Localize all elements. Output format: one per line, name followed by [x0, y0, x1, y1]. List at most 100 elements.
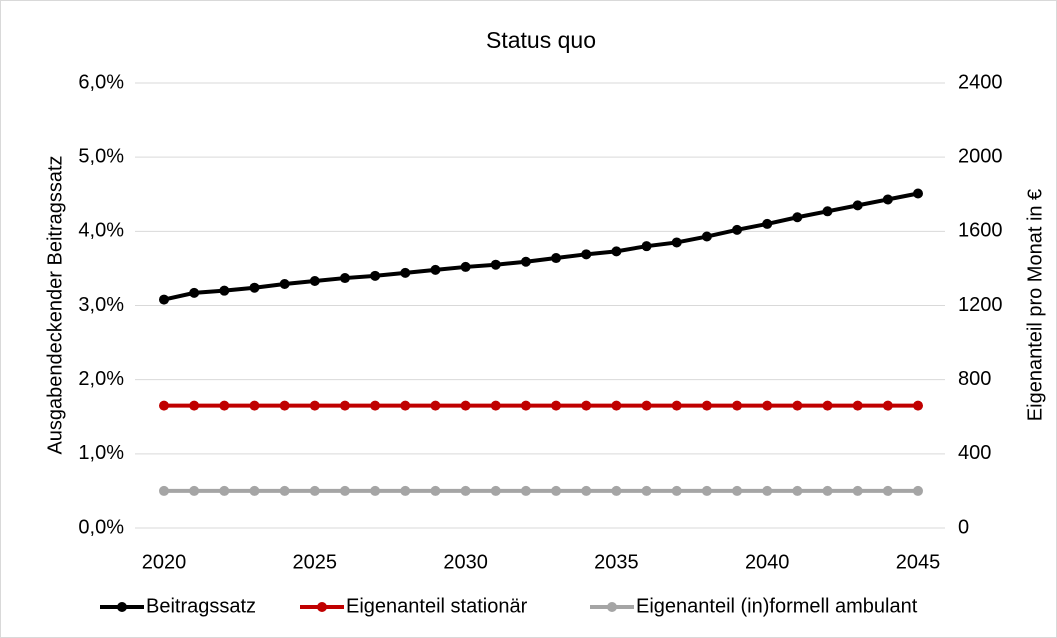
series-marker [852, 485, 863, 496]
legend-label: Beitragssatz [146, 595, 256, 617]
y-tick-label: 0,0% [78, 516, 124, 538]
y2-axis-label: Eigenanteil pro Monat in € [1024, 189, 1046, 421]
series-marker [551, 253, 562, 264]
series-marker [611, 485, 622, 496]
series-marker [490, 485, 501, 496]
series-marker [370, 400, 381, 411]
series-marker [671, 485, 682, 496]
series-marker [400, 400, 411, 411]
series-marker [339, 400, 350, 411]
legend-label: Eigenanteil stationär [346, 595, 528, 617]
series-marker [490, 400, 501, 411]
series-marker [762, 218, 773, 229]
y-tick-label: 2,0% [78, 368, 124, 390]
y-tick-label: 1,0% [78, 442, 124, 464]
series-marker [611, 246, 622, 257]
series-marker [189, 287, 200, 298]
series-marker [219, 485, 230, 496]
series-marker [551, 400, 562, 411]
x-tick-label: 2045 [896, 551, 941, 573]
series-marker [822, 400, 833, 411]
y2-tick-label: 1200 [958, 294, 1003, 316]
series-marker [460, 261, 471, 272]
series-marker [792, 485, 803, 496]
series-marker [460, 400, 471, 411]
series-marker [671, 237, 682, 248]
series-marker [159, 485, 169, 496]
series-marker [701, 231, 712, 242]
series-marker [400, 267, 411, 278]
series-marker [309, 400, 320, 411]
series-marker [279, 485, 290, 496]
x-tick-label: 2030 [443, 551, 488, 573]
series-marker [732, 224, 743, 235]
series-marker [279, 400, 290, 411]
y2-tick-label: 2400 [958, 71, 1003, 93]
series-marker [792, 212, 803, 223]
series-marker [581, 485, 592, 496]
series-marker [913, 485, 923, 496]
y-tick-label: 6,0% [78, 71, 124, 93]
y-tick-label: 4,0% [78, 220, 124, 242]
series-marker [520, 485, 531, 496]
series-marker [551, 485, 562, 496]
x-tick-label: 2040 [745, 551, 790, 573]
series-marker [581, 249, 592, 260]
series-marker [159, 400, 169, 411]
series-marker [159, 294, 169, 305]
series-marker [852, 200, 863, 211]
series-marker [611, 400, 622, 411]
series-marker [490, 259, 501, 270]
series-marker [581, 400, 592, 411]
series-marker [882, 400, 893, 411]
series-marker [641, 485, 652, 496]
series-marker [400, 485, 411, 496]
series-marker [882, 485, 893, 496]
series-marker [339, 273, 350, 284]
series-marker [852, 400, 863, 411]
series-marker [370, 270, 381, 281]
series-marker [309, 276, 320, 287]
series-marker [913, 400, 923, 411]
series-marker [732, 485, 743, 496]
series-marker [822, 485, 833, 496]
series-marker [249, 485, 260, 496]
y2-tick-label: 400 [958, 442, 991, 464]
legend-label: Eigenanteil (in)formell ambulant [636, 595, 918, 617]
y2-tick-label: 800 [958, 368, 991, 390]
series-marker [249, 400, 260, 411]
legend-marker [117, 602, 127, 612]
series-marker [520, 256, 531, 267]
x-tick-label: 2020 [142, 551, 187, 573]
series-marker [339, 485, 350, 496]
series-marker [822, 206, 833, 217]
series-marker [671, 400, 682, 411]
x-tick-label: 2035 [594, 551, 639, 573]
series-marker [701, 400, 712, 411]
y-tick-label: 5,0% [78, 145, 124, 167]
y-tick-label: 3,0% [78, 294, 124, 316]
legend-marker [317, 602, 327, 612]
series-marker [249, 282, 260, 293]
series-marker [520, 400, 531, 411]
series-marker [219, 285, 230, 296]
y-axis-label: Ausgabendeckender Beitragssatz [44, 155, 66, 454]
series-marker [732, 400, 743, 411]
y2-tick-label: 1600 [958, 220, 1003, 242]
series-marker [370, 485, 381, 496]
series-marker [701, 485, 712, 496]
series-marker [641, 241, 652, 252]
x-tick-label: 2025 [293, 551, 338, 573]
series-line [163, 191, 919, 302]
series-marker [189, 485, 200, 496]
series-marker [279, 278, 290, 289]
series-marker [219, 400, 230, 411]
y2-tick-label: 0 [958, 516, 969, 538]
series-marker [882, 194, 893, 205]
legend-marker [607, 602, 617, 612]
series-marker [430, 400, 441, 411]
series-marker [641, 400, 652, 411]
series-marker [762, 400, 773, 411]
series-marker [309, 485, 320, 496]
